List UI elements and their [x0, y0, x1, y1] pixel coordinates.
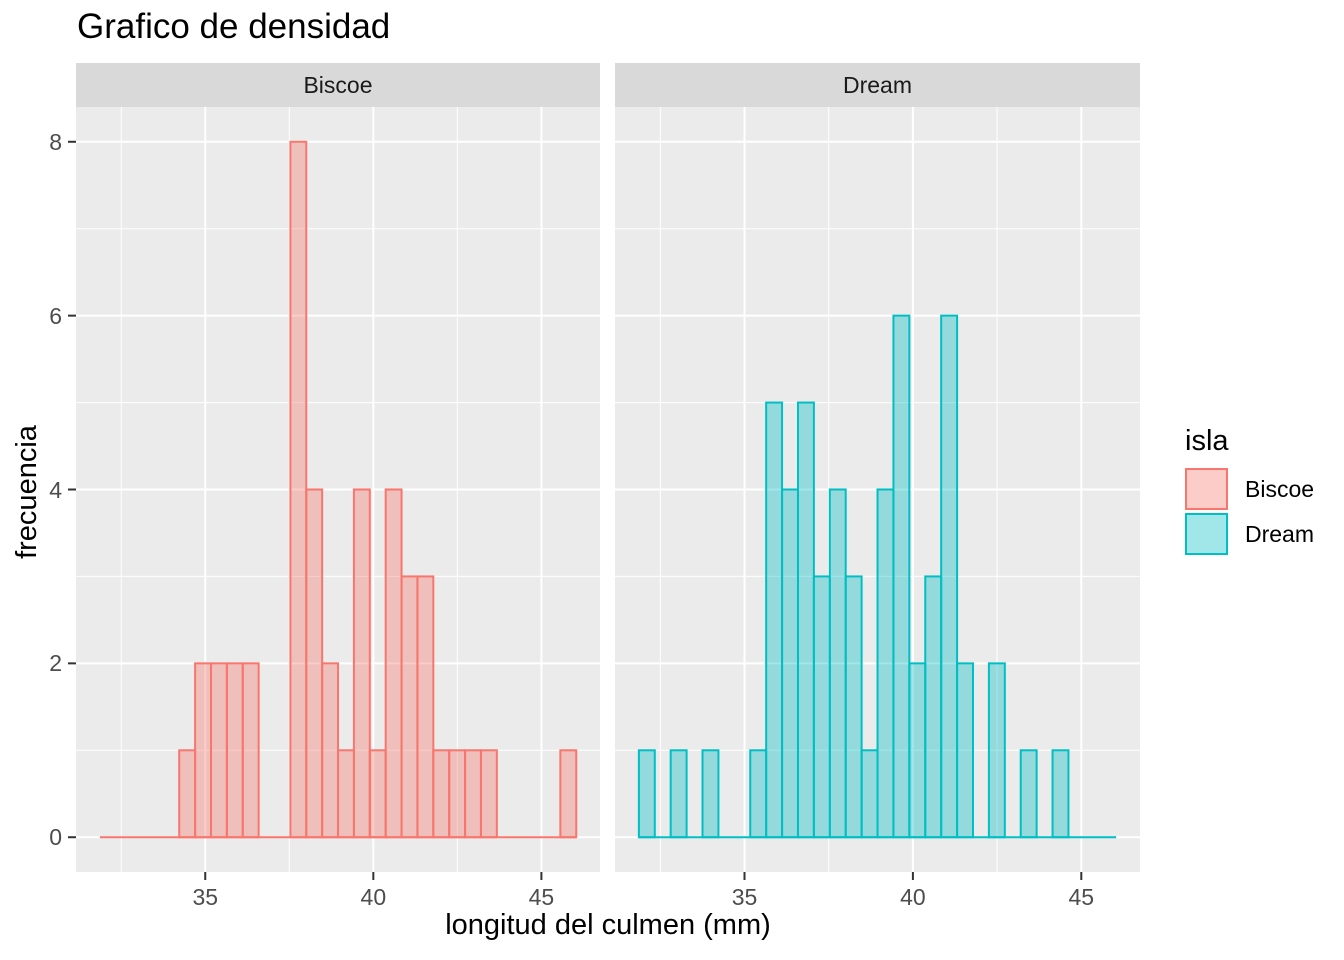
- panel-dream: [615, 107, 1140, 872]
- facet-strip-dream-label: Dream: [842, 71, 912, 98]
- legend-label-dream: Dream: [1245, 520, 1315, 547]
- legend-label-biscoe: Biscoe: [1245, 475, 1315, 502]
- facet-strip-biscoe-label: Biscoe: [303, 71, 373, 98]
- legend-title: isla: [1185, 425, 1229, 457]
- y-tick-label: 6: [49, 302, 62, 329]
- y-tick-label: 8: [49, 128, 62, 155]
- panel-biscoe: [76, 107, 600, 872]
- x-tick-label: 40: [360, 884, 387, 910]
- y-tick-label: 2: [49, 650, 62, 677]
- x-tick-label: 45: [1068, 884, 1095, 910]
- x-tick-label: 35: [192, 884, 219, 910]
- x-tick-label: 35: [731, 884, 758, 910]
- legend-swatch-biscoe-icon: [1185, 468, 1228, 510]
- y-tick-label: 0: [49, 824, 62, 851]
- legend-swatch-dream-icon: [1185, 513, 1228, 555]
- x-axis-title: longitud del culmen (mm): [445, 909, 771, 941]
- x-tick-label: 40: [900, 884, 926, 910]
- x-tick-label: 45: [528, 884, 555, 910]
- plot-title: Grafico de densidad: [77, 7, 391, 46]
- facet-strip-biscoe: Biscoe: [76, 63, 600, 107]
- y-tick-label: 4: [49, 476, 62, 503]
- facet-strip-dream: Dream: [615, 63, 1140, 107]
- legend-key-biscoe: Biscoe: [1185, 468, 1314, 510]
- legend-key-dream: Dream: [1185, 513, 1314, 555]
- legend: isla Biscoe Dream: [1185, 424, 1314, 558]
